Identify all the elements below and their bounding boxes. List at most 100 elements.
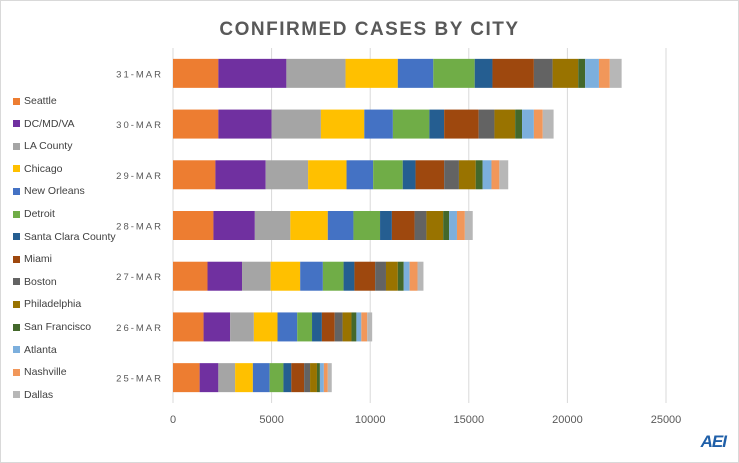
bar-segment [515, 109, 523, 139]
bar-segment [199, 363, 219, 393]
legend-label: LA County [24, 140, 73, 153]
bar-segment [290, 211, 328, 240]
bar-segment [391, 211, 415, 240]
bar-segment [499, 160, 509, 190]
bar-segment [291, 363, 305, 393]
bar-segment [397, 58, 434, 88]
legend-label: Seattle [24, 95, 57, 107]
x-tick-label: 5000 [259, 414, 283, 426]
bar-segment [173, 160, 216, 190]
bar-segment [367, 312, 373, 342]
bar-segment [356, 312, 362, 342]
bar-segment [213, 211, 255, 240]
bar-segment [364, 109, 393, 139]
bar-segment [319, 363, 324, 393]
bar-segment [283, 363, 292, 393]
chart-title: CONFIRMED CASES BY CITY [219, 19, 520, 40]
bar-segment [277, 312, 298, 342]
bar-segment [342, 312, 352, 342]
bar-segment [327, 211, 354, 240]
bar-segment [482, 160, 492, 190]
aei-logo: AEI [700, 432, 727, 451]
y-tick-label: 25-MAR [116, 374, 163, 385]
legend-item: San Francisco [13, 320, 91, 334]
legend-label: Detroit [24, 208, 55, 220]
legend-label: Chicago [24, 162, 63, 175]
bar-segment [415, 160, 445, 190]
bar-segment [207, 261, 243, 291]
bar-segment [254, 211, 291, 240]
y-tick-label: 30-MAR [116, 120, 163, 131]
bar-segment [173, 58, 219, 88]
legend-label: Boston [24, 275, 57, 288]
legend-label: San Francisco [24, 321, 92, 333]
legend-swatch [13, 210, 20, 218]
legend-label: New Orleans [24, 185, 85, 198]
bar-segment [417, 261, 424, 291]
x-tick-label: 20000 [552, 414, 583, 426]
bar-segment [218, 58, 287, 88]
x-tick-label: 0 [170, 414, 176, 426]
bar-segment [235, 363, 253, 393]
bar-segment [327, 363, 332, 393]
legend-label: Philadelphia [24, 298, 82, 311]
legend-label: Atlanta [24, 343, 57, 356]
bar-segment [426, 211, 444, 240]
bar-segment [269, 363, 284, 393]
bar-segment [598, 58, 610, 88]
bar-segment [218, 363, 236, 393]
bar-segment [444, 160, 459, 190]
bar-segment [215, 160, 266, 190]
legend-swatch [13, 368, 20, 376]
legend-item: New Orleans [13, 184, 85, 198]
bar-segment [533, 109, 543, 139]
legend-swatch [13, 142, 20, 150]
bar-segment [173, 312, 204, 342]
bar-segment [304, 363, 311, 393]
bar-segment [409, 261, 418, 291]
legend-item: Detroit [13, 207, 55, 221]
bar-segment [361, 312, 368, 342]
legend-item: LA County [13, 139, 72, 153]
bar-segment [478, 109, 495, 139]
bar-segment [203, 312, 231, 342]
bar-segment [310, 363, 317, 393]
bar-segment [265, 160, 309, 190]
bar-segment [385, 261, 398, 291]
bar-segment [491, 160, 500, 190]
bar-segment [345, 58, 398, 88]
legend-swatch [13, 233, 20, 241]
bar-segment [346, 160, 374, 190]
bar-segment [433, 58, 475, 88]
legend-label: Nashville [24, 366, 67, 379]
bar-segment [300, 261, 323, 291]
legend-swatch [13, 278, 20, 286]
bar-segment [380, 211, 392, 240]
bar-segment [443, 211, 450, 240]
bar-segment [343, 261, 355, 291]
y-tick-label: 31-MAR [116, 69, 163, 80]
legend-label: Miami [24, 253, 52, 266]
bar-segment [173, 109, 219, 139]
legend-label: Dallas [24, 388, 54, 401]
bar-segment [252, 363, 270, 393]
bar-segment [271, 109, 321, 139]
legend-swatch [13, 346, 20, 354]
y-tick-label: 29-MAR [116, 171, 163, 182]
bar-segment [397, 261, 404, 291]
bar-segment [492, 58, 534, 88]
bar-segment [533, 58, 553, 88]
bar-segment [464, 211, 473, 240]
legend-item: Atlanta [13, 343, 57, 357]
bar-segment [456, 211, 465, 240]
x-tick-label: 15000 [454, 414, 485, 426]
bar-segment [351, 312, 357, 342]
bar-segment [474, 58, 493, 88]
bar-segment [173, 261, 208, 291]
bar-segment [242, 261, 271, 291]
legend-label: Santa Clara County [24, 230, 116, 243]
bar-segment [578, 58, 586, 88]
legend-item: Nashville [13, 365, 67, 379]
